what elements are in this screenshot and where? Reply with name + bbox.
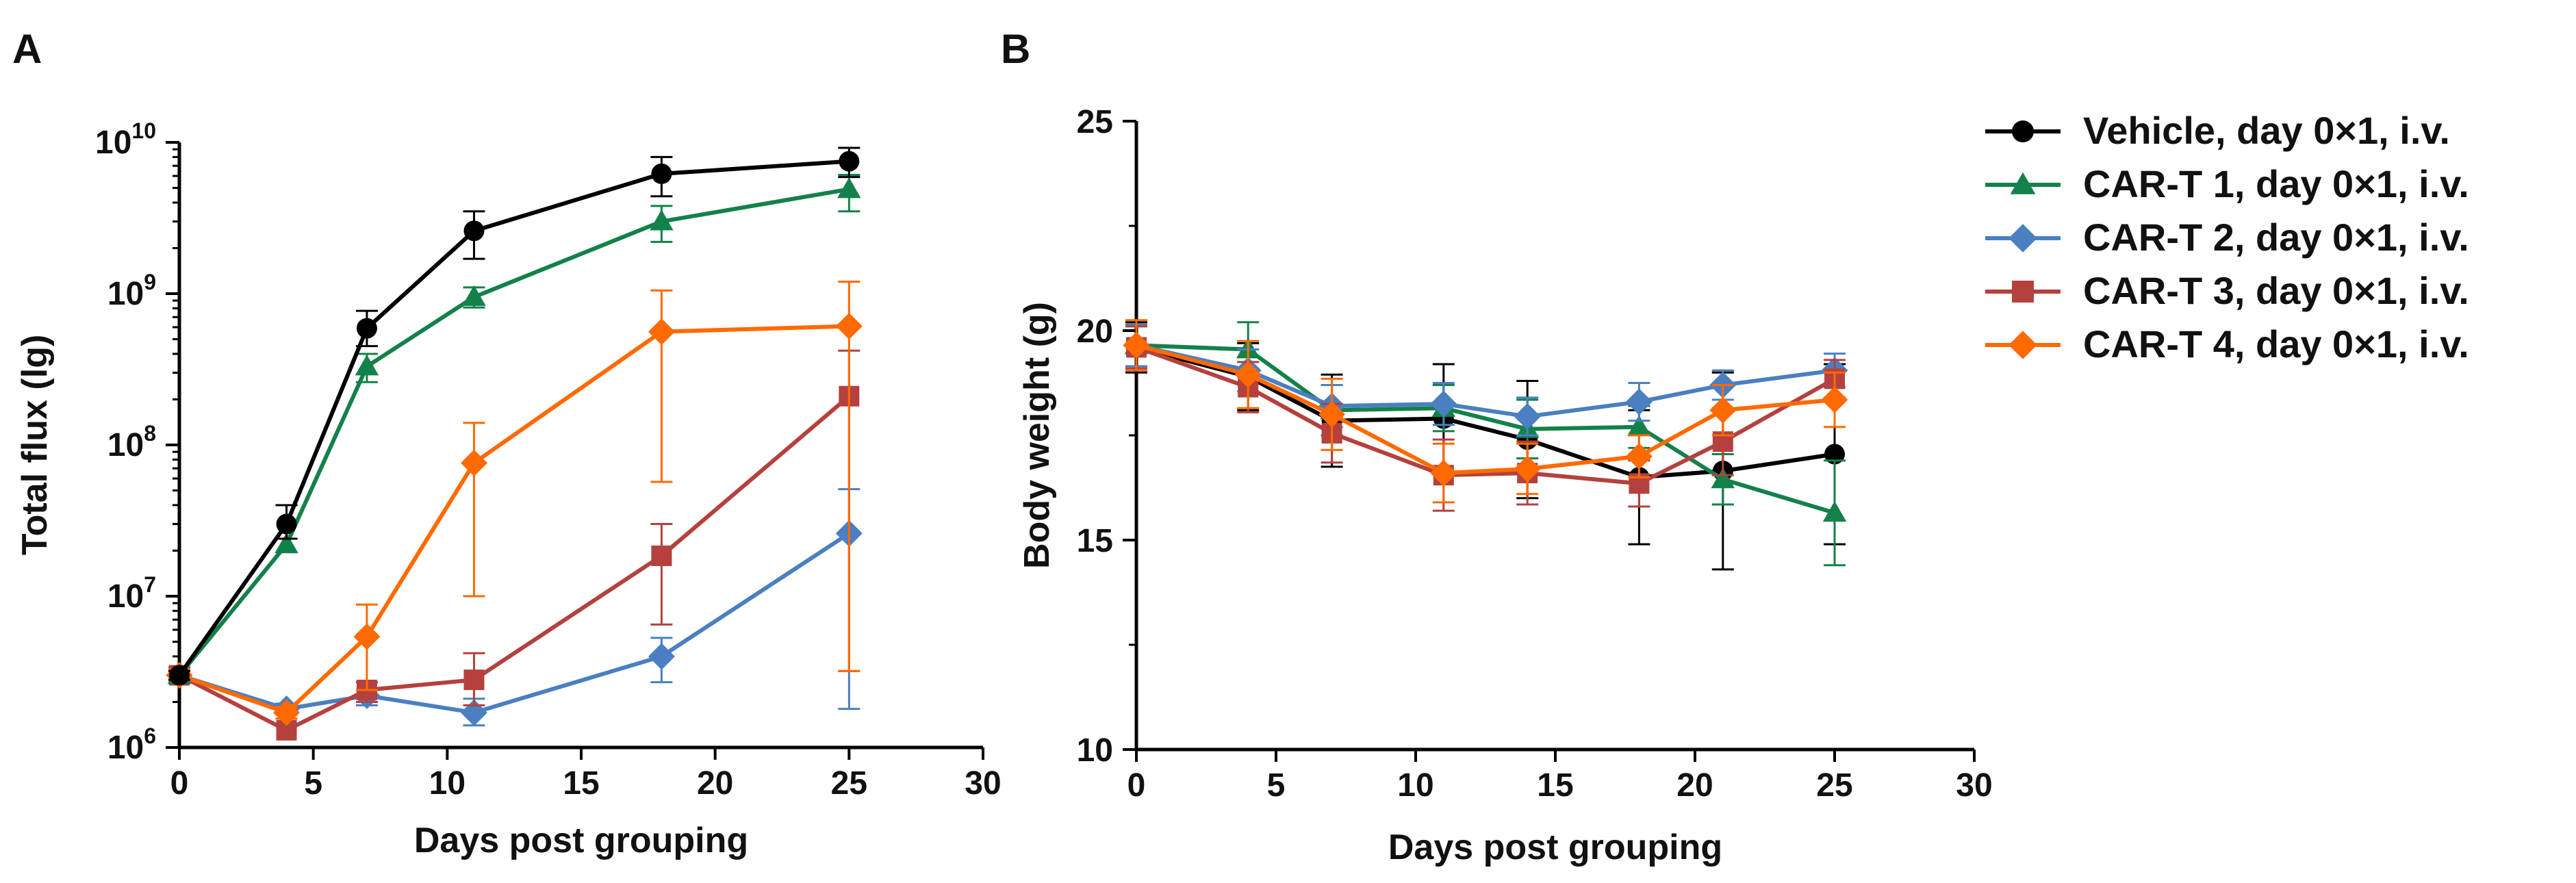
y-tick-label: 15 xyxy=(1077,523,1113,559)
data-point xyxy=(835,312,863,340)
x-tick-label: 25 xyxy=(1816,767,1852,804)
legend-marker xyxy=(2012,281,2034,303)
legend-item-car-t-1-day-0-1-i-v: CAR-T 1, day 0×1, i.v. xyxy=(1985,162,2469,205)
panel-a: A 0 5 10 15 20 25 30 106 107 108 109 1010 Days post… xyxy=(12,26,1002,860)
series-line xyxy=(177,187,850,677)
series-vehicle-day-0-1-i-v xyxy=(1125,321,1846,571)
x-tick-label: 15 xyxy=(563,765,599,802)
y-tick-label: 20 xyxy=(1077,313,1113,350)
legend-item-car-t-3-day-0-1-i-v: CAR-T 3, day 0×1, i.v. xyxy=(1985,269,2469,312)
data-point xyxy=(1625,388,1653,415)
data-point xyxy=(1514,402,1541,430)
x-tick-label: 0 xyxy=(1127,767,1146,804)
series-line xyxy=(178,394,851,732)
data-point xyxy=(355,355,379,376)
x-tick-label: 5 xyxy=(1267,767,1286,804)
x-tick-label: 20 xyxy=(1676,767,1713,804)
data-point xyxy=(651,545,672,566)
legend-label: CAR-T 1, day 0×1, i.v. xyxy=(2083,162,2469,205)
panel-a-label: A xyxy=(12,26,42,72)
x-tick-label: 0 xyxy=(170,765,189,802)
data-point xyxy=(1234,361,1262,388)
series-line xyxy=(1136,343,1835,476)
series-vehicle-day-0-1-i-v xyxy=(168,146,860,686)
y-tick-label: 25 xyxy=(1077,104,1113,140)
data-point xyxy=(1430,459,1457,487)
series-car-t-4-day-0-1-i-v xyxy=(1123,319,1848,504)
legend: Vehicle, day 0×1, i.v. CAR-T 1, day 0×1, … xyxy=(1985,109,2469,366)
data-point xyxy=(169,665,190,686)
data-point xyxy=(1822,500,1847,522)
panel-a-x-axis-label: Days post grouping xyxy=(414,821,748,860)
data-point xyxy=(648,318,675,346)
y-tick-label: 107 xyxy=(107,572,156,615)
legend-item-vehicle-day-0-1-i-v: Vehicle, day 0×1, i.v. xyxy=(1985,109,2450,152)
x-tick-label: 20 xyxy=(697,765,733,802)
data-point xyxy=(353,623,381,650)
panel-b-y-axis-label: Body weight (g) xyxy=(1017,302,1057,569)
data-point xyxy=(356,318,377,339)
legend-label: Vehicle, day 0×1, i.v. xyxy=(2083,109,2450,152)
data-point xyxy=(463,220,485,242)
legend-label: CAR-T 4, day 0×1, i.v. xyxy=(2083,322,2469,366)
series-car-t-1-day-0-1-i-v xyxy=(167,173,861,684)
y-tick-label: 10 xyxy=(1077,732,1113,769)
legend-item-car-t-4-day-0-1-i-v: CAR-T 4, day 0×1, i.v. xyxy=(1985,322,2469,366)
panel-b-x-axis-label: Days post grouping xyxy=(1388,828,1722,867)
legend-marker xyxy=(2012,120,2034,142)
series-line xyxy=(179,531,850,715)
data-point xyxy=(837,177,861,199)
x-tick-label: 10 xyxy=(429,765,466,802)
data-point xyxy=(648,643,675,670)
data-point xyxy=(1514,455,1541,483)
series-line xyxy=(179,324,850,715)
x-tick-label: 30 xyxy=(965,765,1001,802)
series-line xyxy=(1136,343,1835,515)
y-tick-label: 106 xyxy=(107,724,156,766)
x-tick-label: 10 xyxy=(1397,767,1433,804)
data-point xyxy=(1123,331,1150,359)
data-point xyxy=(275,533,298,554)
series-line xyxy=(177,159,850,677)
series-car-t-2-day-0-1-i-v xyxy=(166,488,863,727)
series-car-t-1-day-0-1-i-v xyxy=(1124,321,1847,567)
data-point xyxy=(1318,400,1346,428)
panel-b-label: B xyxy=(1001,26,1030,72)
data-point xyxy=(839,151,860,172)
series-car-t-4-day-0-1-i-v xyxy=(166,281,863,726)
y-tick-label: 108 xyxy=(107,421,156,463)
panel-b: B 0 5 10 15 20 25 30 10 15 20 25 Days post groupin… xyxy=(1001,26,1993,867)
legend-item-car-t-2-day-0-1-i-v: CAR-T 2, day 0×1, i.v. xyxy=(1985,216,2469,259)
data-point xyxy=(1821,386,1848,413)
data-point xyxy=(1709,396,1737,424)
panel-a-y-axis-label: Total flux (lg) xyxy=(15,335,55,556)
data-point xyxy=(462,285,486,306)
series-line xyxy=(1136,343,1835,419)
legend-marker xyxy=(2010,172,2036,194)
data-point xyxy=(463,669,485,691)
data-point xyxy=(651,163,672,184)
y-tick-label: 1010 xyxy=(95,118,156,161)
data-point xyxy=(460,449,487,476)
data-point xyxy=(276,513,297,535)
data-point xyxy=(1824,444,1845,465)
legend-marker xyxy=(2008,331,2037,359)
data-point xyxy=(1430,390,1457,418)
data-point xyxy=(273,699,301,726)
x-tick-label: 30 xyxy=(1956,767,1992,804)
data-point xyxy=(1625,443,1653,470)
data-point xyxy=(650,209,674,231)
data-point xyxy=(1627,415,1651,436)
data-point xyxy=(1711,468,1735,489)
legend-label: CAR-T 2, day 0×1, i.v. xyxy=(2083,216,2469,259)
series-line xyxy=(1135,345,1836,486)
x-tick-label: 25 xyxy=(831,765,867,802)
y-tick-label: 109 xyxy=(107,270,156,312)
legend-label: CAR-T 3, day 0×1, i.v. xyxy=(2083,269,2469,312)
legend-marker xyxy=(2008,224,2037,253)
x-tick-label: 5 xyxy=(304,765,322,802)
x-tick-label: 15 xyxy=(1537,767,1573,804)
